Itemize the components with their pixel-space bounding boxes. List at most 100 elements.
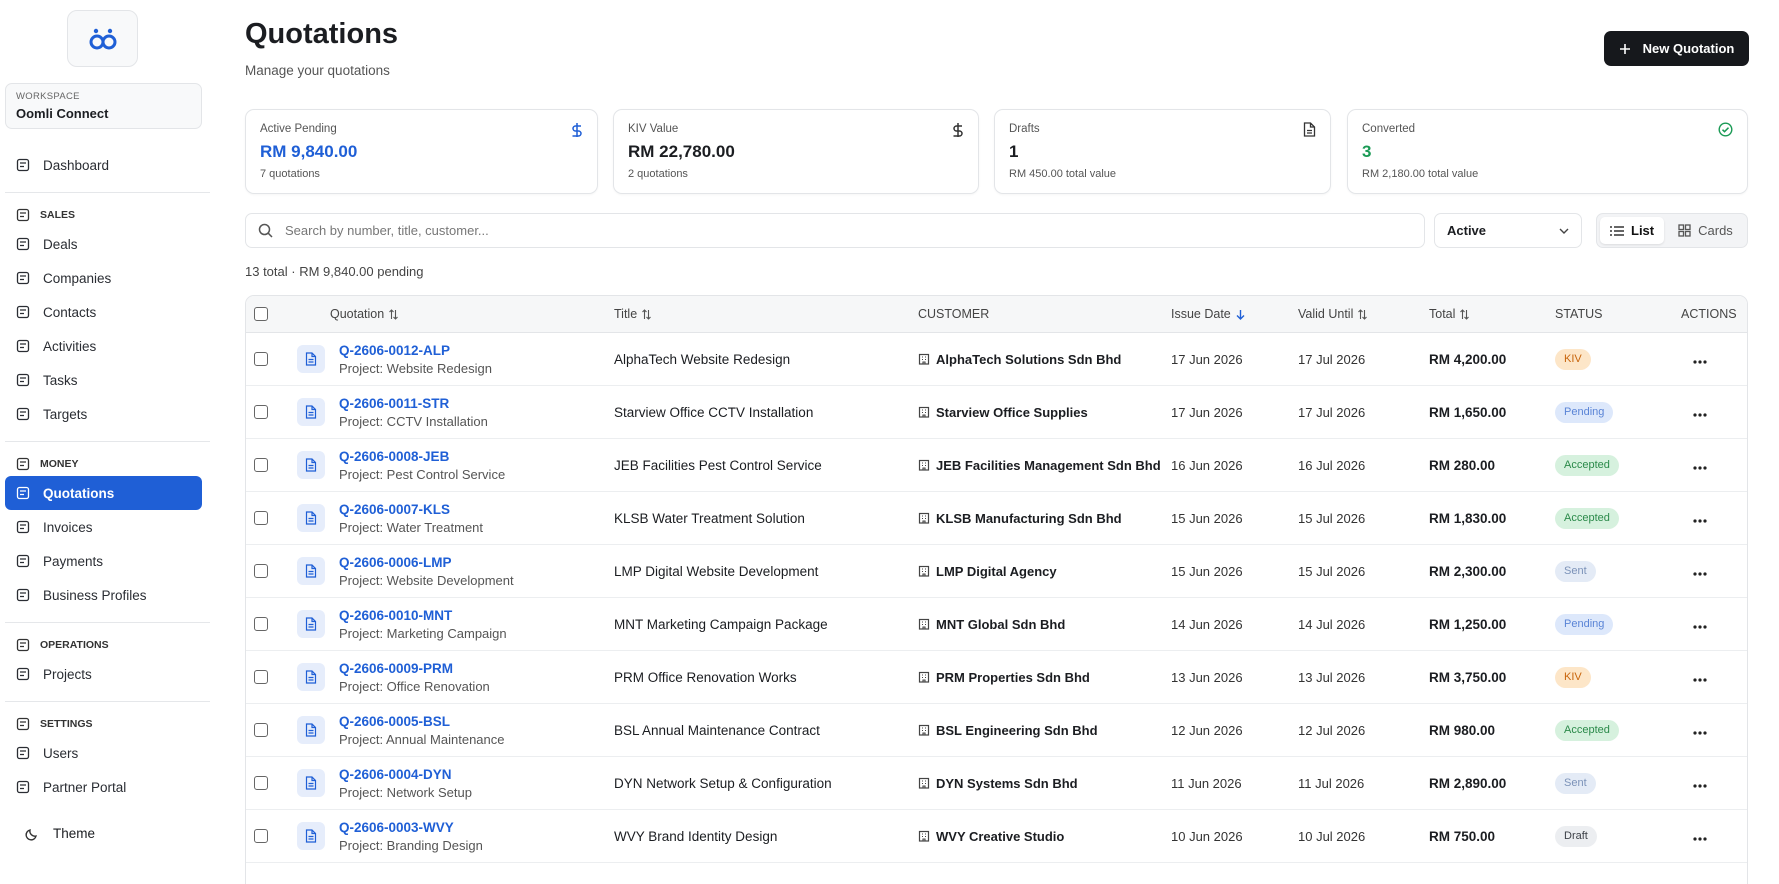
- nav-item[interactable]: Projects: [5, 657, 202, 691]
- nav-item[interactable]: Dashboard: [5, 148, 202, 182]
- total-cell: RM 980.00: [1429, 704, 1495, 756]
- quotation-number[interactable]: Q-2606-0012-ALP: [339, 342, 451, 358]
- doc-icon: [297, 398, 325, 426]
- column-header[interactable]: Title: [614, 296, 652, 332]
- view-cards[interactable]: Cards: [1668, 217, 1743, 244]
- quotation-number[interactable]: Q-2606-0003-WVY: [339, 819, 454, 835]
- logo[interactable]: [67, 10, 138, 67]
- column-header[interactable]: Issue Date: [1171, 296, 1245, 332]
- table-row[interactable]: Q-2606-0012-ALP Project: Website Redesign…: [246, 333, 1747, 386]
- summary: 13 total · RM 9,840.00 pending: [245, 264, 424, 279]
- issue-date: 11 Jun 2026: [1171, 775, 1242, 791]
- icon: [1460, 308, 1470, 320]
- quotation-number[interactable]: Q-2606-0005-BSL: [339, 713, 451, 729]
- checkbox[interactable]: [254, 776, 268, 790]
- actions-menu[interactable]: [1693, 352, 1707, 367]
- nav-label: Dashboard: [43, 157, 110, 173]
- actions-menu[interactable]: [1693, 564, 1707, 579]
- table-row[interactable]: Q-2606-0003-WVY Project: Branding Design W…: [246, 810, 1747, 863]
- nav-item[interactable]: Contacts: [5, 295, 202, 329]
- quotation-number[interactable]: Q-2606-0006-LMP: [339, 554, 452, 570]
- checkbox[interactable]: [254, 405, 268, 419]
- nav-item[interactable]: Companies: [5, 261, 202, 295]
- table-row[interactable]: Q-2606-0010-MNT Project: Marketing Campai…: [246, 598, 1747, 651]
- quotation-cell: Q-2606-0003-WVY Project: Branding Design: [339, 810, 483, 862]
- nav-label: Deals: [43, 236, 78, 252]
- total: RM 750.00: [1429, 828, 1496, 844]
- stat-value: RM 9,840.00: [260, 142, 358, 161]
- new-quotation-button[interactable]: New Quotation: [1604, 31, 1749, 66]
- nav-item[interactable]: Payments: [5, 544, 202, 578]
- quotation-number[interactable]: Q-2606-0010-MNT: [339, 607, 453, 623]
- nav-item[interactable]: Quotations: [5, 476, 202, 510]
- actions-menu[interactable]: [1693, 776, 1707, 791]
- nav-item[interactable]: Business Profiles: [5, 578, 202, 612]
- stat-note: 2 quotations: [628, 168, 688, 180]
- quotation-number[interactable]: Q-2606-0011-STR: [339, 395, 450, 411]
- quotation-number[interactable]: Q-2606-0009-PRM: [339, 660, 454, 676]
- checkbox[interactable]: [254, 352, 268, 366]
- project-name: Project: Network Setup: [339, 784, 472, 800]
- nav-item[interactable]: Targets: [5, 397, 202, 431]
- quotation-number[interactable]: Q-2606-0008-JEB: [339, 448, 450, 464]
- nav-item[interactable]: Users: [5, 736, 202, 770]
- valid-until: 17 Jul 2026: [1298, 351, 1366, 367]
- nav-item[interactable]: Deals: [5, 227, 202, 261]
- stat-value: RM 22,780.00: [628, 142, 735, 161]
- checkbox[interactable]: [254, 458, 268, 472]
- actions-menu[interactable]: [1693, 405, 1707, 420]
- table-row[interactable]: Q-2606-0009-PRM Project: Office Renovatio…: [246, 651, 1747, 704]
- table-row[interactable]: Q-2606-0005-BSL Project: Annual Maintenan…: [246, 704, 1747, 757]
- status-cell: KIV: [1555, 651, 1591, 703]
- table-row[interactable]: Q-2606-0007-KLS Project: Water Treatment K…: [246, 492, 1747, 545]
- stat-label: Drafts: [1009, 123, 1040, 135]
- nav-section: SALES: [5, 203, 210, 227]
- total-cell: RM 2,890.00: [1429, 757, 1506, 809]
- column-header[interactable]: Quotation: [330, 296, 399, 332]
- search-box[interactable]: Search by number, title, customer...: [245, 213, 1425, 248]
- checkbox[interactable]: [254, 829, 268, 843]
- checkbox[interactable]: [254, 670, 268, 684]
- nav-item[interactable]: Tasks: [5, 363, 202, 397]
- checkbox[interactable]: [254, 511, 268, 525]
- nav-item[interactable]: Activities: [5, 329, 202, 363]
- icon: [16, 746, 30, 760]
- view-label: List: [1631, 223, 1655, 238]
- table-row[interactable]: Q-2606-0011-STR Project: CCTV Installatio…: [246, 386, 1747, 439]
- checkbox-cell: [254, 810, 268, 862]
- icon: [16, 520, 30, 534]
- issue-date-cell: 15 Jun 2026: [1171, 492, 1243, 544]
- checkbox[interactable]: [254, 617, 268, 631]
- view-list[interactable]: List: [1600, 217, 1665, 244]
- nav-item[interactable]: Partner Portal: [5, 770, 202, 804]
- theme-toggle[interactable]: Theme: [25, 826, 95, 841]
- title-cell: JEB Facilities Pest Control Service: [614, 439, 822, 491]
- status-filter[interactable]: Active: [1434, 213, 1582, 248]
- actions-menu[interactable]: [1693, 458, 1707, 473]
- checkbox[interactable]: [254, 723, 268, 737]
- checkbox[interactable]: [254, 564, 268, 578]
- checkbox[interactable]: [254, 307, 268, 321]
- icon: [16, 237, 30, 251]
- nav-label: Partner Portal: [43, 779, 127, 795]
- quotation-number[interactable]: Q-2606-0007-KLS: [339, 501, 451, 517]
- actions-menu[interactable]: [1693, 617, 1707, 632]
- workspace[interactable]: WORKSPACE Oomli Connect: [5, 83, 202, 129]
- nav-label: Contacts: [43, 304, 97, 320]
- icon: [16, 407, 30, 421]
- column-header[interactable]: Total: [1429, 296, 1470, 332]
- column-header[interactable]: Valid Until: [1298, 296, 1368, 332]
- actions-menu[interactable]: [1693, 723, 1707, 738]
- column-header: CUSTOMER: [918, 296, 989, 332]
- table-header: Quotation Title CUSTOMER Issue Date Valid Un…: [246, 296, 1747, 333]
- actions-menu[interactable]: [1693, 670, 1707, 685]
- total: RM 1,250.00: [1429, 616, 1507, 632]
- nav-item[interactable]: Invoices: [5, 510, 202, 544]
- table-row[interactable]: Q-2606-0006-LMP Project: Website Developm…: [246, 545, 1747, 598]
- table-row[interactable]: Q-2606-0008-JEB Project: Pest Control Ser…: [246, 439, 1747, 492]
- actions-menu[interactable]: [1693, 511, 1707, 526]
- quotation-number[interactable]: Q-2606-0004-DYN: [339, 766, 452, 782]
- title-cell: WVY Brand Identity Design: [614, 810, 777, 862]
- actions-menu[interactable]: [1693, 829, 1707, 844]
- table-row[interactable]: Q-2606-0004-DYN Project: Network Setup DYN…: [246, 757, 1747, 810]
